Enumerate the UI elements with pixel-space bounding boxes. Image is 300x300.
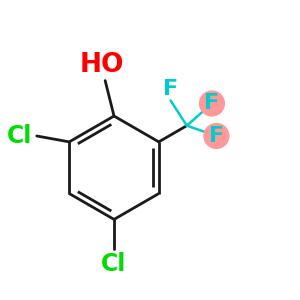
Circle shape: [204, 124, 229, 148]
Text: Cl: Cl: [101, 252, 127, 276]
Text: F: F: [209, 126, 224, 146]
Circle shape: [200, 91, 224, 116]
Text: F: F: [163, 79, 178, 99]
Text: F: F: [204, 94, 220, 113]
Text: Cl: Cl: [7, 124, 32, 148]
Text: HO: HO: [80, 52, 124, 78]
